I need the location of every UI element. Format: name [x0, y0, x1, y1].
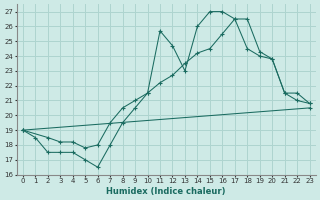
X-axis label: Humidex (Indice chaleur): Humidex (Indice chaleur) [107, 187, 226, 196]
